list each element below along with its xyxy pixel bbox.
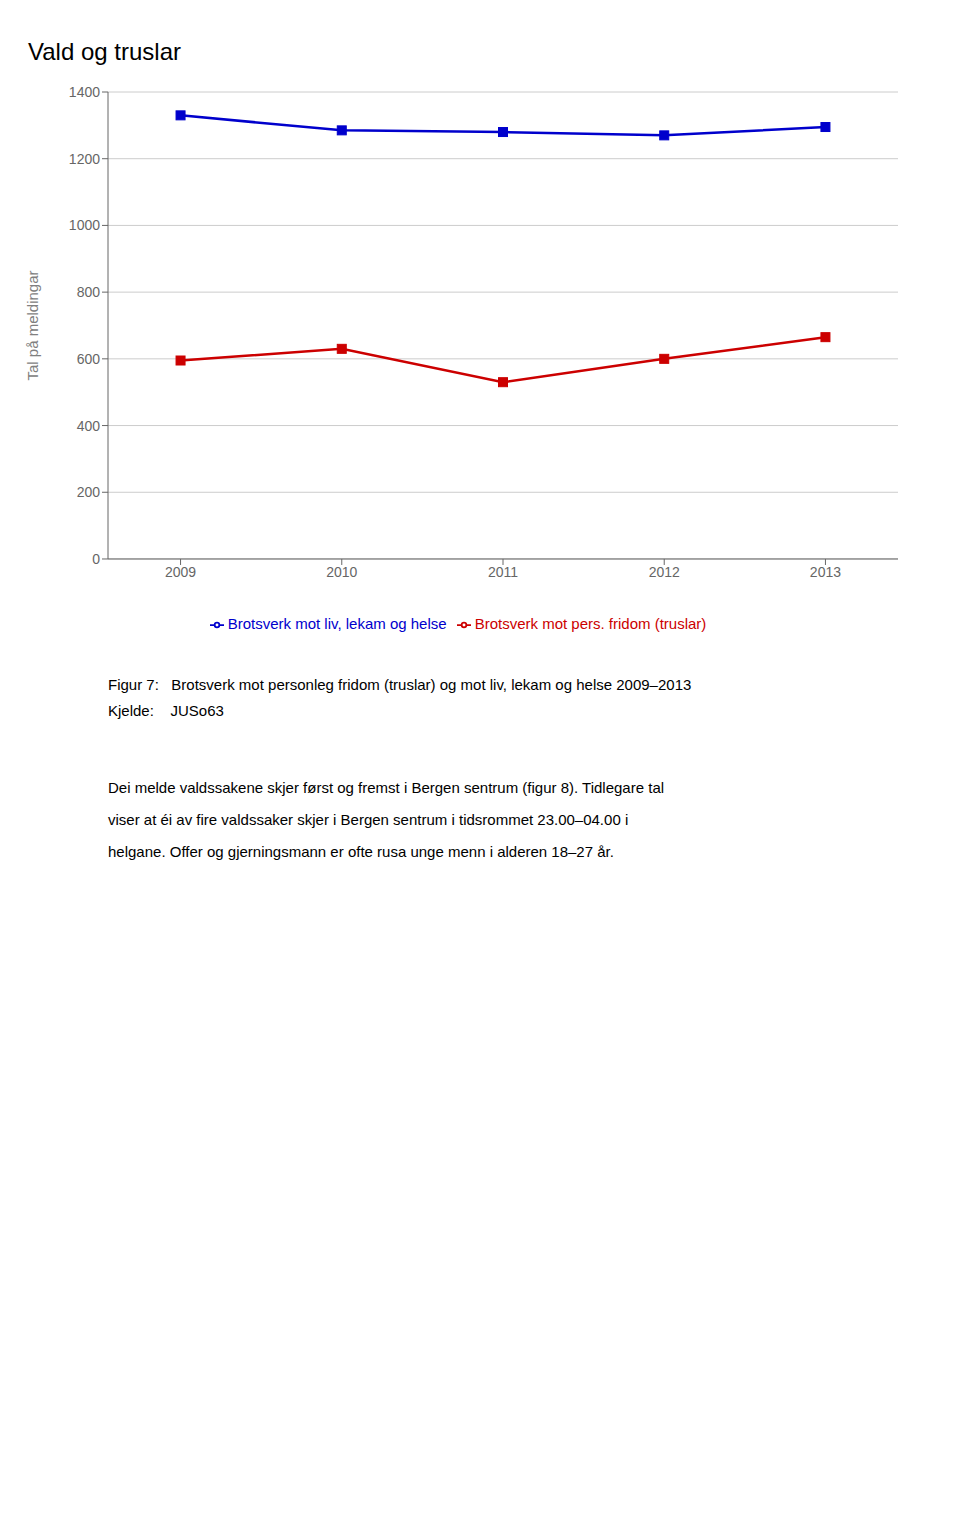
svg-text:600: 600 [77, 351, 101, 367]
html-text:Kjelde: JUSo63: Kjelde: JUSo63 [108, 702, 224, 719]
svg-text:800: 800 [77, 284, 101, 300]
html-text:Brotsverk mot pers. fridom (tr: Brotsverk mot pers. fridom (truslar) [474, 615, 707, 632]
svg-text:1000: 1000 [69, 217, 100, 233]
html-text:Vald og truslar: Vald og truslar [28, 38, 181, 65]
svg-text:2012: 2012 [649, 564, 680, 580]
svg-text:Tal på meldingar: Tal på meldingar [24, 270, 41, 380]
html-text:Figur 7: Brotsverk mot personl: Figur 7: Brotsverk mot personleg fridom … [108, 676, 692, 693]
svg-text:1200: 1200 [69, 151, 100, 167]
html-text:Brotsverk mot liv, lekam og he: Brotsverk mot liv, lekam og helse [227, 615, 447, 632]
svg-text:2013: 2013 [810, 564, 841, 580]
html-text:helgane. Offer og gjerningsman: helgane. Offer og gjerningsmann er ofte … [108, 843, 614, 860]
html-text:Dei melde valdssakene skjer fø: Dei melde valdssakene skjer først og fre… [108, 779, 665, 796]
html-text:viser at éi av fire valdssaker: viser at éi av fire valdssaker skjer i B… [108, 811, 629, 828]
svg-text:200: 200 [77, 484, 101, 500]
svg-text:2011: 2011 [488, 564, 518, 580]
svg-text:0: 0 [92, 551, 100, 567]
svg-text:2010: 2010 [326, 564, 357, 580]
svg-text:1400: 1400 [69, 84, 100, 100]
svg-text:2009: 2009 [165, 564, 196, 580]
svg-text:400: 400 [77, 418, 101, 434]
